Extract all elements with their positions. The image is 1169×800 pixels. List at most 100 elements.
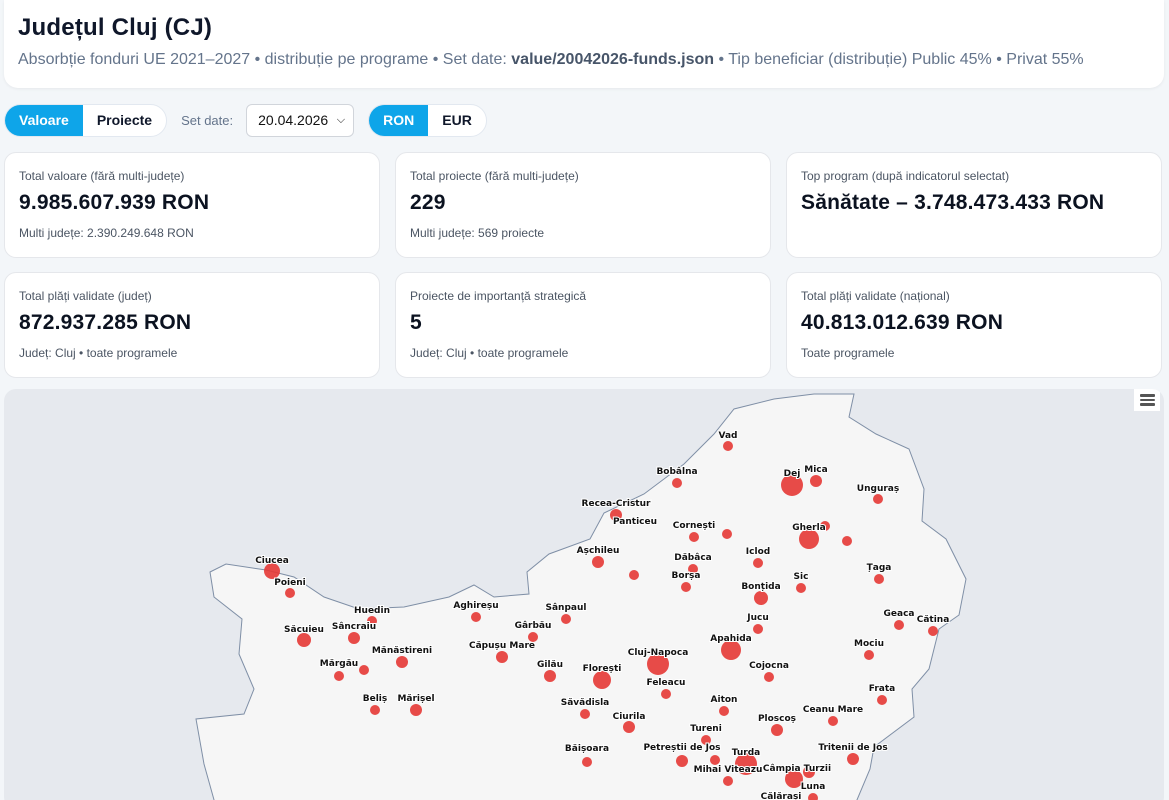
map-marker[interactable]	[264, 563, 280, 579]
card-label: Total plăți validate (județ)	[19, 289, 152, 303]
map-place-label: Huedin	[354, 606, 390, 616]
hamburger-menu-icon[interactable]	[1134, 389, 1160, 411]
map-place-label: Ciucea	[255, 556, 289, 566]
card-note: Multi județe: 2.390.249.648 RON	[19, 226, 194, 240]
map-marker[interactable]	[681, 582, 691, 592]
map-marker[interactable]	[396, 656, 408, 668]
map-marker[interactable]	[623, 721, 635, 733]
map-marker[interactable]	[864, 650, 874, 660]
map-marker[interactable]	[496, 651, 508, 663]
card-label: Total valoare (fără multi-județe)	[19, 169, 185, 183]
map-marker[interactable]	[582, 757, 592, 767]
map-marker[interactable]	[410, 704, 422, 716]
map-marker[interactable]	[544, 670, 556, 682]
map-marker[interactable]	[721, 640, 741, 660]
map-marker[interactable]	[799, 529, 819, 549]
card-value: 872.937.285 RON	[19, 311, 192, 334]
map-marker[interactable]	[894, 620, 904, 630]
card-value: Sănătate – 3.748.473.433 RON	[801, 191, 1105, 214]
map-place-label: Cojocna	[749, 661, 789, 671]
map-marker[interactable]	[580, 709, 590, 719]
map-marker[interactable]	[771, 724, 783, 736]
metric-proiecte-button[interactable]: Proiecte	[96, 112, 153, 128]
map-marker[interactable]	[735, 753, 757, 775]
map-marker[interactable]	[874, 574, 884, 584]
map-marker[interactable]	[359, 665, 369, 675]
map-marker[interactable]	[285, 588, 295, 598]
map-place-label: Călărași	[761, 792, 802, 800]
map-marker[interactable]	[471, 612, 481, 622]
map-markers: Vad Bobâlna Dej Mica Unguraș Recea-Cristur Pan…	[254, 430, 950, 800]
map-marker[interactable]	[348, 632, 360, 644]
map-marker[interactable]	[561, 614, 571, 624]
map-marker[interactable]	[592, 556, 604, 568]
map-marker[interactable]	[610, 509, 622, 521]
map-place-label: Mociu	[854, 639, 884, 649]
dataset-date-select[interactable]: 20.04.2026 ⌵	[246, 103, 355, 137]
map-marker[interactable]	[820, 521, 830, 531]
map-marker[interactable]	[753, 624, 763, 634]
metric-toggle: Valoare Proiecte	[4, 103, 168, 137]
map-marker[interactable]	[877, 695, 887, 705]
map-place-label: Cornești	[673, 521, 715, 531]
map-marker[interactable]	[781, 474, 803, 496]
currency-ron-button[interactable]: RON	[369, 104, 429, 136]
map-marker[interactable]	[689, 532, 699, 542]
map-place-label: Feleacu	[647, 678, 686, 688]
map-marker[interactable]	[753, 558, 763, 568]
map-marker[interactable]	[754, 591, 768, 605]
map-marker[interactable]	[672, 478, 682, 488]
map-marker[interactable]	[647, 653, 669, 675]
map-marker[interactable]	[688, 564, 698, 574]
card-top-program: Top program (după indicatorul selectat) …	[786, 152, 1162, 258]
map-place-label: Ceanu Mare	[803, 705, 863, 715]
page-title: Județul Cluj (CJ)	[18, 14, 213, 41]
map-place-label: Florești	[583, 664, 622, 674]
page-subtitle: Absorbție fonduri UE 2021–2027 • distrib…	[18, 51, 1150, 69]
map-marker[interactable]	[723, 776, 733, 786]
map-marker[interactable]	[764, 672, 774, 682]
card-value: 229	[410, 191, 446, 214]
map-place-label: Așchileu	[577, 546, 620, 556]
map-marker[interactable]	[297, 633, 311, 647]
map-place-label: Bobâlna	[656, 467, 697, 477]
map-marker[interactable]	[629, 570, 639, 580]
map-marker[interactable]	[803, 766, 815, 778]
map-marker[interactable]	[710, 755, 720, 765]
map-marker[interactable]	[528, 632, 538, 642]
map-marker[interactable]	[810, 475, 822, 487]
map-marker[interactable]	[676, 755, 688, 767]
map-marker[interactable]	[719, 706, 729, 716]
map-marker[interactable]	[808, 793, 818, 800]
map-place-label: Panticeu	[613, 517, 657, 527]
map-place-label: Petreștii de Jos	[643, 743, 720, 753]
card-plati-judet: Total plăți validate (județ) 872.937.285…	[4, 272, 380, 378]
map-place-label: Câmpia Turzii	[763, 764, 831, 774]
dataset-file: value/20042026-funds.json	[511, 51, 715, 68]
card-value: 9.985.607.939 RON	[19, 191, 210, 214]
metric-valoare-button[interactable]: Valoare	[5, 104, 83, 136]
map-marker[interactable]	[722, 529, 732, 539]
map-marker[interactable]	[723, 441, 733, 451]
map-marker[interactable]	[842, 536, 852, 546]
map-marker[interactable]	[796, 583, 806, 593]
map-marker[interactable]	[873, 494, 883, 504]
county-map[interactable]: Vad Bobâlna Dej Mica Unguraș Recea-Cristur Pan…	[4, 389, 1164, 800]
map-marker[interactable]	[928, 626, 938, 636]
map-marker[interactable]	[367, 616, 377, 626]
map-marker[interactable]	[701, 735, 711, 745]
currency-eur-button[interactable]: EUR	[442, 112, 472, 128]
dataset-label: Set date:	[181, 112, 234, 128]
map-marker[interactable]	[593, 671, 611, 689]
map-place-label: Gilău	[537, 660, 563, 670]
map-marker[interactable]	[661, 689, 671, 699]
map-place-label: Dăbâca	[674, 553, 711, 563]
map-marker[interactable]	[847, 753, 859, 765]
map-marker[interactable]	[370, 705, 380, 715]
map-marker[interactable]	[828, 716, 838, 726]
map-place-label: Jucu	[746, 613, 769, 623]
map-place-label: Vad	[719, 431, 738, 441]
map-place-label: Beliș	[363, 694, 388, 704]
map-marker[interactable]	[334, 671, 344, 681]
map-marker[interactable]	[785, 770, 803, 788]
